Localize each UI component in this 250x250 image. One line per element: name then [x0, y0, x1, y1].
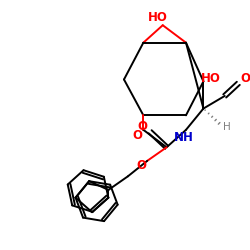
Text: O: O — [138, 120, 147, 134]
Text: H: H — [223, 122, 230, 132]
Text: HO: HO — [201, 72, 221, 85]
Text: NH: NH — [174, 131, 194, 144]
Text: HO: HO — [148, 11, 168, 24]
Text: O: O — [136, 159, 146, 172]
Text: O: O — [132, 129, 142, 142]
Text: O: O — [240, 72, 250, 85]
